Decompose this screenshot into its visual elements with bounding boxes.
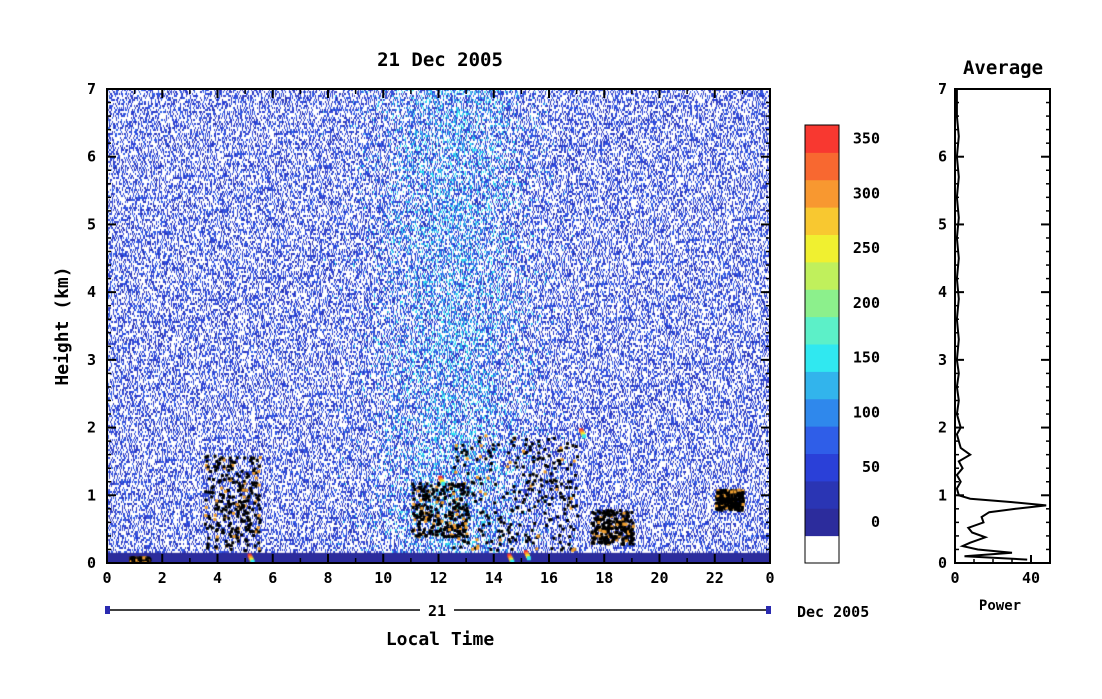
date-axis-end-marker — [766, 606, 771, 614]
heatmap-plot-area — [107, 89, 770, 563]
avg-y-tick-label: 1 — [938, 486, 947, 504]
x-tick-label: 6 — [268, 569, 277, 587]
colorbar-swatch — [805, 234, 839, 263]
colorbar-swatch — [805, 508, 839, 537]
y-tick-label: 3 — [87, 351, 96, 369]
x-tick-label: 4 — [213, 569, 222, 587]
avg-x-tick-label: 0 — [950, 569, 959, 587]
colorbar-label: 100 — [853, 403, 880, 421]
date-axis-day-bg — [420, 601, 454, 619]
x-tick-label: 12 — [429, 569, 447, 587]
x-tick-label: 0 — [102, 569, 111, 587]
avg-y-tick-label: 4 — [938, 283, 947, 301]
avg-y-tick-label: 3 — [938, 351, 947, 369]
colorbar-swatch — [805, 316, 839, 345]
y-axis-label: Height (km) — [52, 266, 73, 385]
colorbar-frame — [804, 124, 840, 564]
colorbar-label: 150 — [853, 349, 880, 367]
avg-x-tick-label: 40 — [1022, 569, 1040, 587]
y-tick-label: 6 — [87, 148, 96, 166]
avg-y-tick-label: 2 — [938, 419, 947, 437]
average-power-profile — [955, 89, 1047, 561]
date-axis-start-marker — [105, 606, 110, 614]
colorbar-label: 300 — [853, 184, 880, 202]
colorbar-swatch — [805, 261, 839, 290]
x-tick-label: 14 — [485, 569, 503, 587]
colorbar-label: 50 — [862, 458, 880, 476]
colorbar-label: 250 — [853, 239, 880, 257]
colorbar-swatch — [805, 398, 839, 427]
colorbar-swatch — [805, 371, 839, 400]
x-tick-label: 2 — [158, 569, 167, 587]
main-chart-title: 21 Dec 2005 — [377, 49, 503, 71]
x-tick-label: 8 — [323, 569, 332, 587]
colorbar-label: 0 — [871, 513, 880, 531]
average-panel-title: Average — [963, 57, 1043, 79]
y-tick-label: 1 — [87, 486, 96, 504]
avg-y-tick-label: 7 — [938, 80, 947, 98]
colorbar: 0 50 100 150 200 250 300 350 — [804, 124, 880, 564]
x-tick-label: 20 — [650, 569, 668, 587]
colorbar-swatch — [805, 453, 839, 482]
y-tick-label: 4 — [87, 283, 96, 301]
x-tick-label: 10 — [374, 569, 392, 587]
x-tick-label: 22 — [706, 569, 724, 587]
colorbar-swatch — [805, 344, 839, 372]
x-tick-label: 16 — [540, 569, 558, 587]
y-tick-label: 5 — [87, 215, 96, 233]
colorbar-label: 200 — [853, 294, 880, 312]
colorbar-swatch — [805, 152, 839, 181]
colorbar-swatch — [805, 207, 839, 235]
average-panel-frame — [954, 88, 1051, 564]
x-tick-label: 18 — [595, 569, 613, 587]
colorbar-swatch — [805, 426, 839, 454]
average-panel-x-label: Power — [979, 598, 1021, 614]
y-tick-label: 2 — [87, 419, 96, 437]
avg-y-tick-label: 6 — [938, 148, 947, 166]
avg-y-tick-label: 5 — [938, 215, 947, 233]
date-axis-month-year: Dec 2005 — [797, 603, 869, 621]
y-tick-label: 0 — [87, 554, 96, 572]
colorbar-swatch — [805, 535, 839, 564]
date-axis: 21 Dec 2005 — [105, 601, 869, 621]
colorbar-swatch — [805, 289, 839, 318]
y-tick-label: 7 — [87, 80, 96, 98]
colorbar-swatch — [805, 179, 839, 208]
x-axis-label: Local Time — [386, 629, 495, 650]
date-axis-day-label: 21 — [428, 602, 446, 620]
colorbar-swatch — [805, 125, 839, 153]
avg-y-tick-label: 0 — [938, 554, 947, 572]
colorbar-label: 350 — [853, 130, 880, 148]
heatmap-image — [107, 89, 770, 563]
x-tick-label: 0 — [765, 569, 774, 587]
colorbar-swatch — [805, 480, 839, 509]
